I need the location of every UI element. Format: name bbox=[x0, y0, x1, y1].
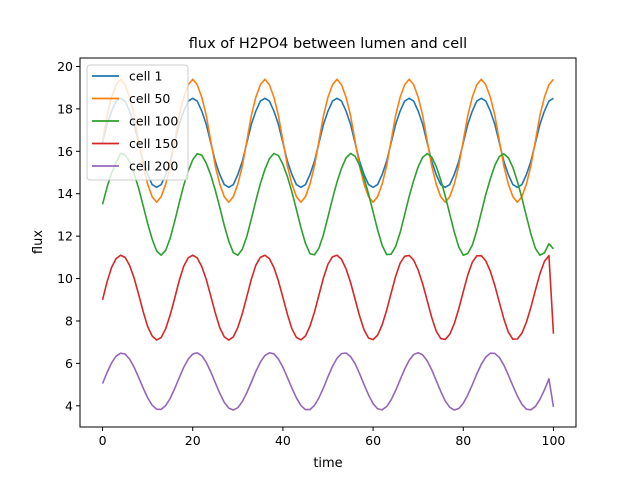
y-tick-label: 10 bbox=[57, 271, 73, 286]
y-tick-label: 14 bbox=[57, 186, 73, 201]
y-axis-title: flux bbox=[31, 230, 46, 254]
legend-label: cell 100 bbox=[129, 114, 178, 129]
x-tick-label: 20 bbox=[185, 433, 201, 448]
series-line-cell-150 bbox=[101, 254, 555, 341]
legend-label: cell 1 bbox=[129, 69, 162, 84]
x-tick-label: 0 bbox=[99, 433, 107, 448]
chart-title: flux of H2PO4 between lumen and cell bbox=[189, 36, 467, 52]
y-tick-label: 6 bbox=[65, 356, 73, 371]
legend-label: cell 200 bbox=[129, 159, 178, 174]
y-tick-label: 4 bbox=[65, 398, 73, 413]
x-tick-label: 40 bbox=[275, 433, 291, 448]
series-line-cell-100 bbox=[101, 152, 555, 257]
y-tick-label: 18 bbox=[57, 101, 73, 116]
y-tick-label: 16 bbox=[57, 144, 73, 159]
x-axis: 0 20 40 60 80 100 bbox=[99, 427, 566, 448]
y-tick-label: 8 bbox=[65, 313, 73, 328]
x-tick-label: 100 bbox=[542, 433, 566, 448]
series-line-cell-200 bbox=[101, 351, 555, 411]
legend-box bbox=[86, 64, 189, 181]
plot-frame bbox=[79, 57, 577, 428]
legend: cell 1 cell 50 cell 100 cell 150 cell 200 bbox=[86, 64, 189, 181]
x-tick-label: 60 bbox=[365, 433, 381, 448]
x-axis-title: time bbox=[313, 456, 342, 471]
y-tick-label: 20 bbox=[57, 59, 73, 74]
y-axis: 4 6 8 10 12 14 16 18 20 bbox=[57, 59, 80, 413]
legend-label: cell 150 bbox=[129, 136, 178, 151]
legend-label: cell 50 bbox=[129, 91, 170, 106]
x-tick-label: 80 bbox=[455, 433, 471, 448]
y-tick-label: 12 bbox=[57, 229, 73, 244]
